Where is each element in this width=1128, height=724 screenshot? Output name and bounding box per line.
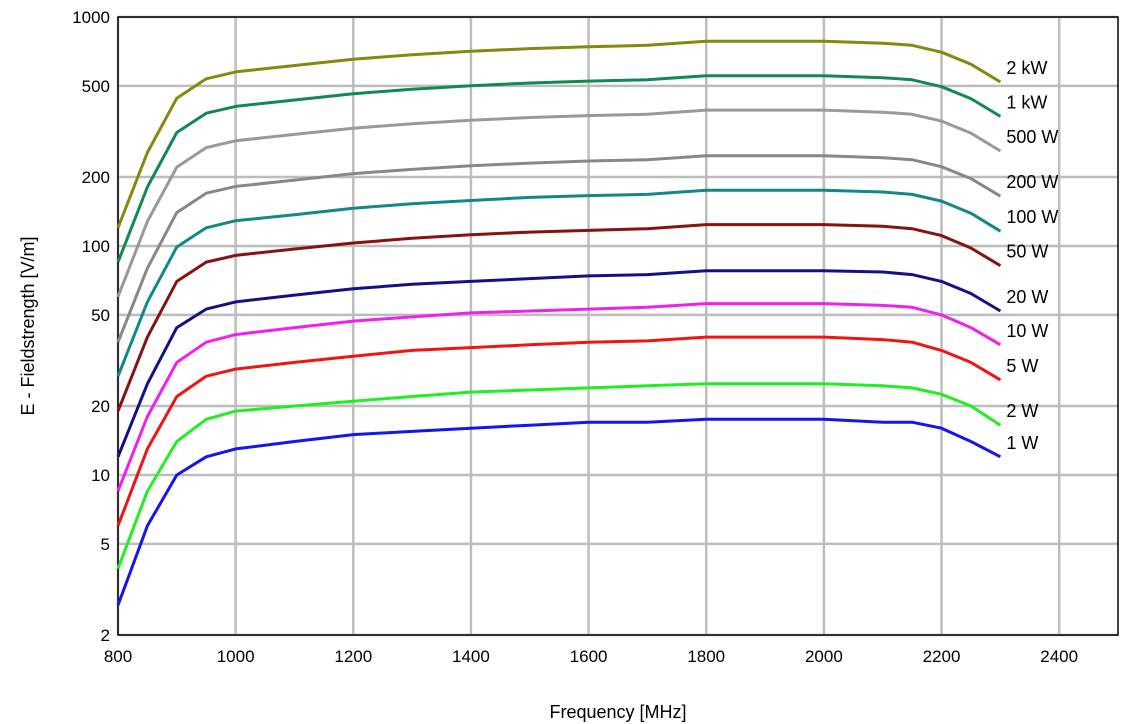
series-labels: 1 W 2 W 5 W 10 W 20 W 50 W 100 W 200 W 500 W 1 kW…: [1006, 58, 1058, 453]
y-axis: 2 5 10 20 50 100 200 500 1000: [72, 8, 110, 645]
y-tick-label: 2: [101, 626, 110, 645]
series-label: 500 W: [1006, 127, 1058, 147]
series-line: [116, 188, 1002, 377]
y-tick-label: 50: [91, 306, 110, 325]
series-line: [116, 382, 1002, 570]
series-line: [116, 39, 1002, 229]
y-tick-label: 200: [82, 168, 110, 187]
x-axis: 800 1000 1200 1400 1600 1800 2000 2200 2400: [104, 647, 1078, 666]
x-tick-label: 2200: [923, 647, 961, 666]
series-line: [116, 269, 1002, 458]
y-tick-label: 1000: [72, 8, 110, 27]
series-label: 5 W: [1006, 356, 1038, 376]
plot-frame: [117, 16, 1119, 636]
series-line: [116, 335, 1002, 527]
series-line: [116, 108, 1002, 298]
x-axis-title: Frequency [MHz]: [549, 702, 686, 722]
x-tick-label: 2400: [1040, 647, 1078, 666]
x-tick-label: 1800: [687, 647, 725, 666]
series-label: 2 W: [1006, 401, 1038, 421]
x-tick-label: 1000: [217, 647, 255, 666]
series-label: 100 W: [1006, 207, 1058, 227]
y-tick-label: 500: [82, 77, 110, 96]
x-tick-label: 2000: [805, 647, 843, 666]
series-lines: [116, 39, 1002, 606]
series-line: [116, 74, 1002, 263]
series-line: [116, 417, 1002, 606]
series-label: 1 W: [1006, 433, 1038, 453]
y-tick-label: 20: [91, 397, 110, 416]
x-tick-label: 1200: [334, 647, 372, 666]
x-tick-label: 800: [104, 647, 132, 666]
series-label: 10 W: [1006, 321, 1048, 341]
y-axis-title: E - Fieldstrength [V/m]: [18, 236, 38, 415]
x-tick-label: 1400: [452, 647, 490, 666]
series-line: [116, 302, 1002, 492]
y-tick-label: 10: [91, 466, 110, 485]
series-label: 1 kW: [1006, 92, 1047, 112]
y-tick-label: 5: [101, 535, 110, 554]
series-line: [116, 223, 1002, 412]
series-label: 20 W: [1006, 287, 1048, 307]
series-label: 200 W: [1006, 172, 1058, 192]
y-tick-label: 100: [82, 237, 110, 256]
x-tick-label: 1600: [570, 647, 608, 666]
series-label: 2 kW: [1006, 58, 1047, 78]
series-label: 50 W: [1006, 242, 1048, 262]
series-line: [116, 154, 1002, 343]
